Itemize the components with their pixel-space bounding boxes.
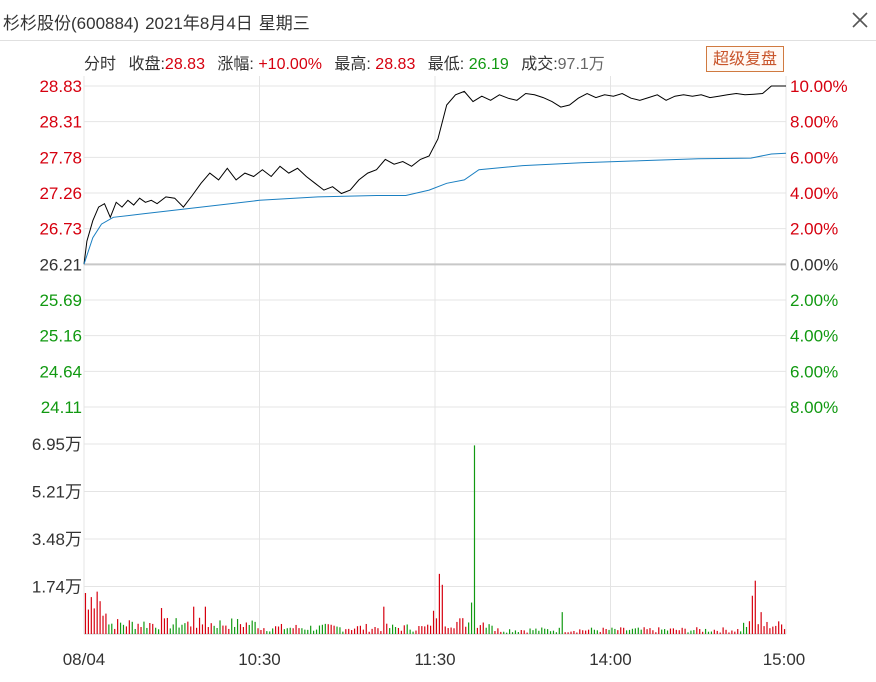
price-line [83, 85, 786, 265]
percent-tick-label: 8.00% [790, 398, 838, 417]
close-label: 收盘: [128, 56, 165, 73]
price-tick-label: 25.16 [39, 327, 82, 346]
window-title: 杉杉股份(600884) 2021年8月4日 星期三 [3, 9, 316, 34]
price-tick-label: 26.21 [39, 255, 82, 274]
price-tick-label: 24.64 [39, 362, 82, 381]
percent-tick-label: 8.00% [790, 113, 838, 132]
price-tick-label: 28.31 [39, 113, 82, 132]
price-tick-label: 25.69 [39, 291, 82, 310]
percent-tick-label: 10.00% [790, 77, 848, 96]
volume-tick-label: 1.74万 [32, 578, 82, 597]
info-bar: 分时 收盘:28.83 涨幅: +10.00% 最高: 28.83 最低: 26… [84, 50, 605, 74]
close-icon[interactable] [848, 8, 872, 32]
close-value: 28.83 [164, 56, 205, 73]
high-label: 最高: [334, 56, 371, 73]
percent-tick-label: 0.00% [790, 255, 838, 274]
time-tick-label: 15:00 [763, 650, 806, 669]
stock-name: 杉杉股份(600884) [3, 14, 140, 33]
time-tick-label: 11:30 [414, 650, 455, 669]
low-value: 26.19 [468, 56, 509, 73]
volume-label: 成交: [521, 56, 558, 73]
percent-tick-label: 6.00% [790, 148, 838, 167]
title-bar: 杉杉股份(600884) 2021年8月4日 星期三 [0, 0, 876, 41]
percent-tick-label: 4.00% [790, 327, 838, 346]
percent-tick-label: 2.00% [790, 291, 838, 310]
percent-tick-label: 6.00% [790, 362, 838, 381]
price-tick-label: 24.11 [41, 398, 82, 417]
volume-tick-label: 6.95万 [32, 435, 82, 454]
price-tick-label: 27.26 [39, 184, 82, 203]
average-price-line [83, 152, 787, 265]
time-tick-label: 14:00 [589, 650, 632, 669]
change-value: +10.00% [258, 56, 322, 73]
price-tick-label: 27.78 [39, 148, 82, 167]
volume-tick-label: 3.48万 [32, 530, 82, 549]
price-tick-label: 26.73 [39, 220, 82, 239]
high-value: 28.83 [375, 56, 416, 73]
volume-tick-label: 5.21万 [32, 483, 82, 502]
trade-date: 2021年8月4日 [145, 14, 253, 33]
volume-value: 97.1万 [557, 56, 605, 73]
percent-tick-label: 4.00% [790, 184, 838, 203]
mode-label[interactable]: 分时 [84, 56, 117, 73]
time-tick-label: 10:30 [238, 650, 281, 669]
low-label: 最低: [427, 56, 465, 73]
change-label: 涨幅: [217, 56, 254, 73]
price-tick-label: 28.83 [39, 77, 82, 96]
percent-tick-label: 2.00% [790, 220, 838, 239]
weekday: 星期三 [258, 14, 310, 33]
super-replay-button[interactable]: 超级复盘 [706, 46, 784, 72]
time-tick-label: 08/04 [63, 650, 106, 669]
